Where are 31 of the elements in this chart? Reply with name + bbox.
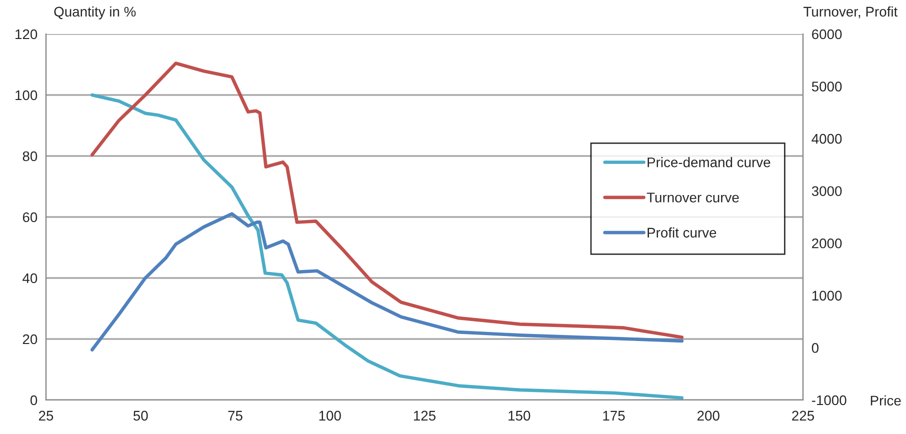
x-tick-label: 175 (603, 410, 625, 421)
x-tick-label: 150 (508, 410, 530, 421)
x-tick-label: 50 (133, 410, 148, 421)
legend-label: Price-demand curve (648, 157, 770, 168)
y2-tick-label: 2000 (812, 238, 842, 248)
x-tick-label: 25 (38, 410, 54, 421)
y2-tick-label: 6000 (812, 29, 842, 40)
x-axis-title: Price (870, 395, 901, 406)
x-tick-label: 100 (319, 410, 341, 421)
x-tick-label: 125 (414, 410, 436, 421)
y2-tick-label: 0 (812, 343, 819, 353)
x-tick-label: 200 (697, 410, 720, 421)
legend-label: Profit curve (648, 227, 716, 238)
y-tick-label: 60 (22, 212, 38, 222)
line-series (90, 212, 684, 352)
y2-axis-title: Turnover, Profit (804, 6, 898, 18)
legend-label: Turnover curve (646, 192, 739, 202)
x-tick-label: 225 (792, 410, 814, 421)
y2-tick-label: 4000 (812, 134, 842, 144)
y-tick-label: 120 (16, 29, 38, 40)
y2-tick-label: 1000 (812, 290, 842, 301)
y-axis-title: Quantity in % (54, 6, 136, 20)
y2-tick-label: 3000 (812, 186, 842, 196)
x-tick-label: 75 (228, 410, 242, 421)
y-tick-label: 0 (30, 395, 38, 406)
y2-tick-label: 5000 (812, 82, 842, 92)
y-tick-label: 20 (22, 334, 38, 344)
y-tick-label: 40 (22, 273, 38, 284)
y2-tick-label: -1000 (812, 395, 846, 406)
y-tick-label: 80 (22, 151, 38, 162)
y-tick-label: 100 (16, 90, 38, 100)
